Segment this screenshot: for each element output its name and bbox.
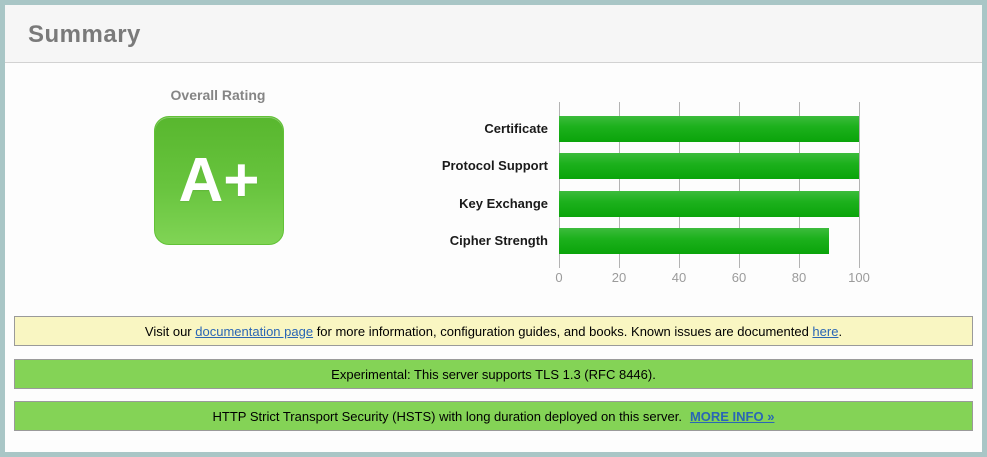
chart-bar-key-exchange — [559, 191, 859, 217]
chart-category-label: Key Exchange — [459, 196, 548, 211]
known-issues-link[interactable]: here — [812, 323, 839, 339]
chart-category-label: Certificate — [484, 121, 548, 136]
chart-axis-tick-label: 60 — [731, 270, 747, 285]
chart-gridline — [739, 102, 740, 268]
chart-gridline — [619, 102, 620, 268]
chart-bar-certificate — [559, 116, 859, 142]
panel-header: Summary — [5, 5, 982, 63]
grade-value: A+ — [178, 145, 260, 215]
chart-category-label: Protocol Support — [441, 158, 548, 173]
chart-axis-tick-label: 80 — [791, 270, 807, 285]
page-title: Summary — [28, 21, 141, 48]
hsts-more-info-link[interactable]: MORE INFO » — [689, 408, 775, 424]
overall-rating-label: Overall Rating — [170, 87, 266, 103]
chart-gridline — [679, 102, 680, 268]
documentation-page-link[interactable]: documentation page — [195, 323, 314, 339]
chart-bar-protocol-support — [559, 153, 859, 179]
chart-axis-tick-label: 100 — [848, 270, 870, 285]
hsts-notice-text: HTTP Strict Transport Security (HSTS) wi… — [212, 408, 682, 424]
documentation-notice-text: Visit our — [144, 323, 196, 339]
tls13-notice: Experimental: This server supports TLS 1… — [14, 359, 973, 389]
panel-content: Overall Rating A+ Certificate Protocol S… — [5, 63, 982, 452]
documentation-notice: Visit our documentation page for more in… — [14, 316, 973, 346]
chart-axis-tick-label: 40 — [671, 270, 687, 285]
chart-axis-tick-label: 20 — [611, 270, 627, 285]
chart-gridline — [859, 102, 860, 268]
hsts-notice: HTTP Strict Transport Security (HSTS) wi… — [14, 401, 973, 431]
tls13-notice-text: Experimental: This server supports TLS 1… — [331, 366, 656, 382]
chart-category-label: Cipher Strength — [449, 233, 548, 248]
chart-plot-area: 0 20 40 60 80 100 — [555, 102, 870, 285]
documentation-notice-text: for more information, configuration guid… — [313, 323, 813, 339]
grade-badge: A+ — [154, 116, 284, 245]
chart-bar-cipher-strength — [559, 228, 829, 254]
score-chart: Certificate Protocol Support Key Exchang… — [409, 102, 879, 302]
chart-gridline — [559, 102, 560, 268]
documentation-notice-text: . — [838, 323, 843, 339]
chart-axis-tick-label: 0 — [555, 270, 563, 285]
chart-gridline — [799, 102, 800, 268]
